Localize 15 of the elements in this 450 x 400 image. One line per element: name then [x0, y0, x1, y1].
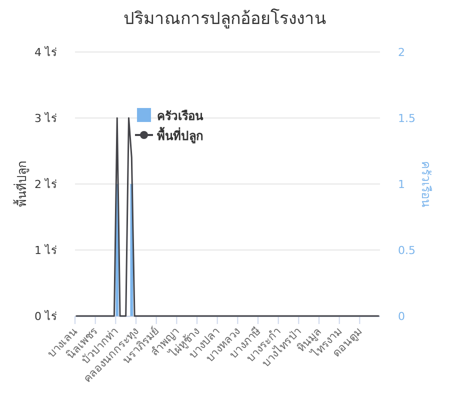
y-axis-title: พื้นที่ปลูก [13, 161, 30, 207]
chart-title: ปริมาณการปลูกอ้อยโรงงาน [124, 8, 326, 29]
y2-tick-label: 1 [398, 178, 405, 191]
y2-tick-label: 1.5 [398, 112, 416, 125]
legend-label: ครัวเรือน [157, 109, 204, 123]
y-tick-label: 2 ไร่ [34, 178, 57, 191]
y2-tick-label: 0 [398, 310, 405, 323]
y2-axis-title: ครัวเรือน [419, 161, 433, 207]
y-tick-label: 1 ไร่ [34, 244, 57, 257]
y2-tick-label: 2 [398, 46, 405, 59]
legend-label: พื้นที่ปลูก [157, 126, 203, 144]
y2-tick-label: 0.5 [398, 244, 416, 257]
y-tick-label: 0 ไร่ [34, 310, 57, 323]
y-tick-label: 3 ไร่ [34, 112, 57, 125]
y-tick-label: 4 ไร่ [34, 46, 57, 59]
